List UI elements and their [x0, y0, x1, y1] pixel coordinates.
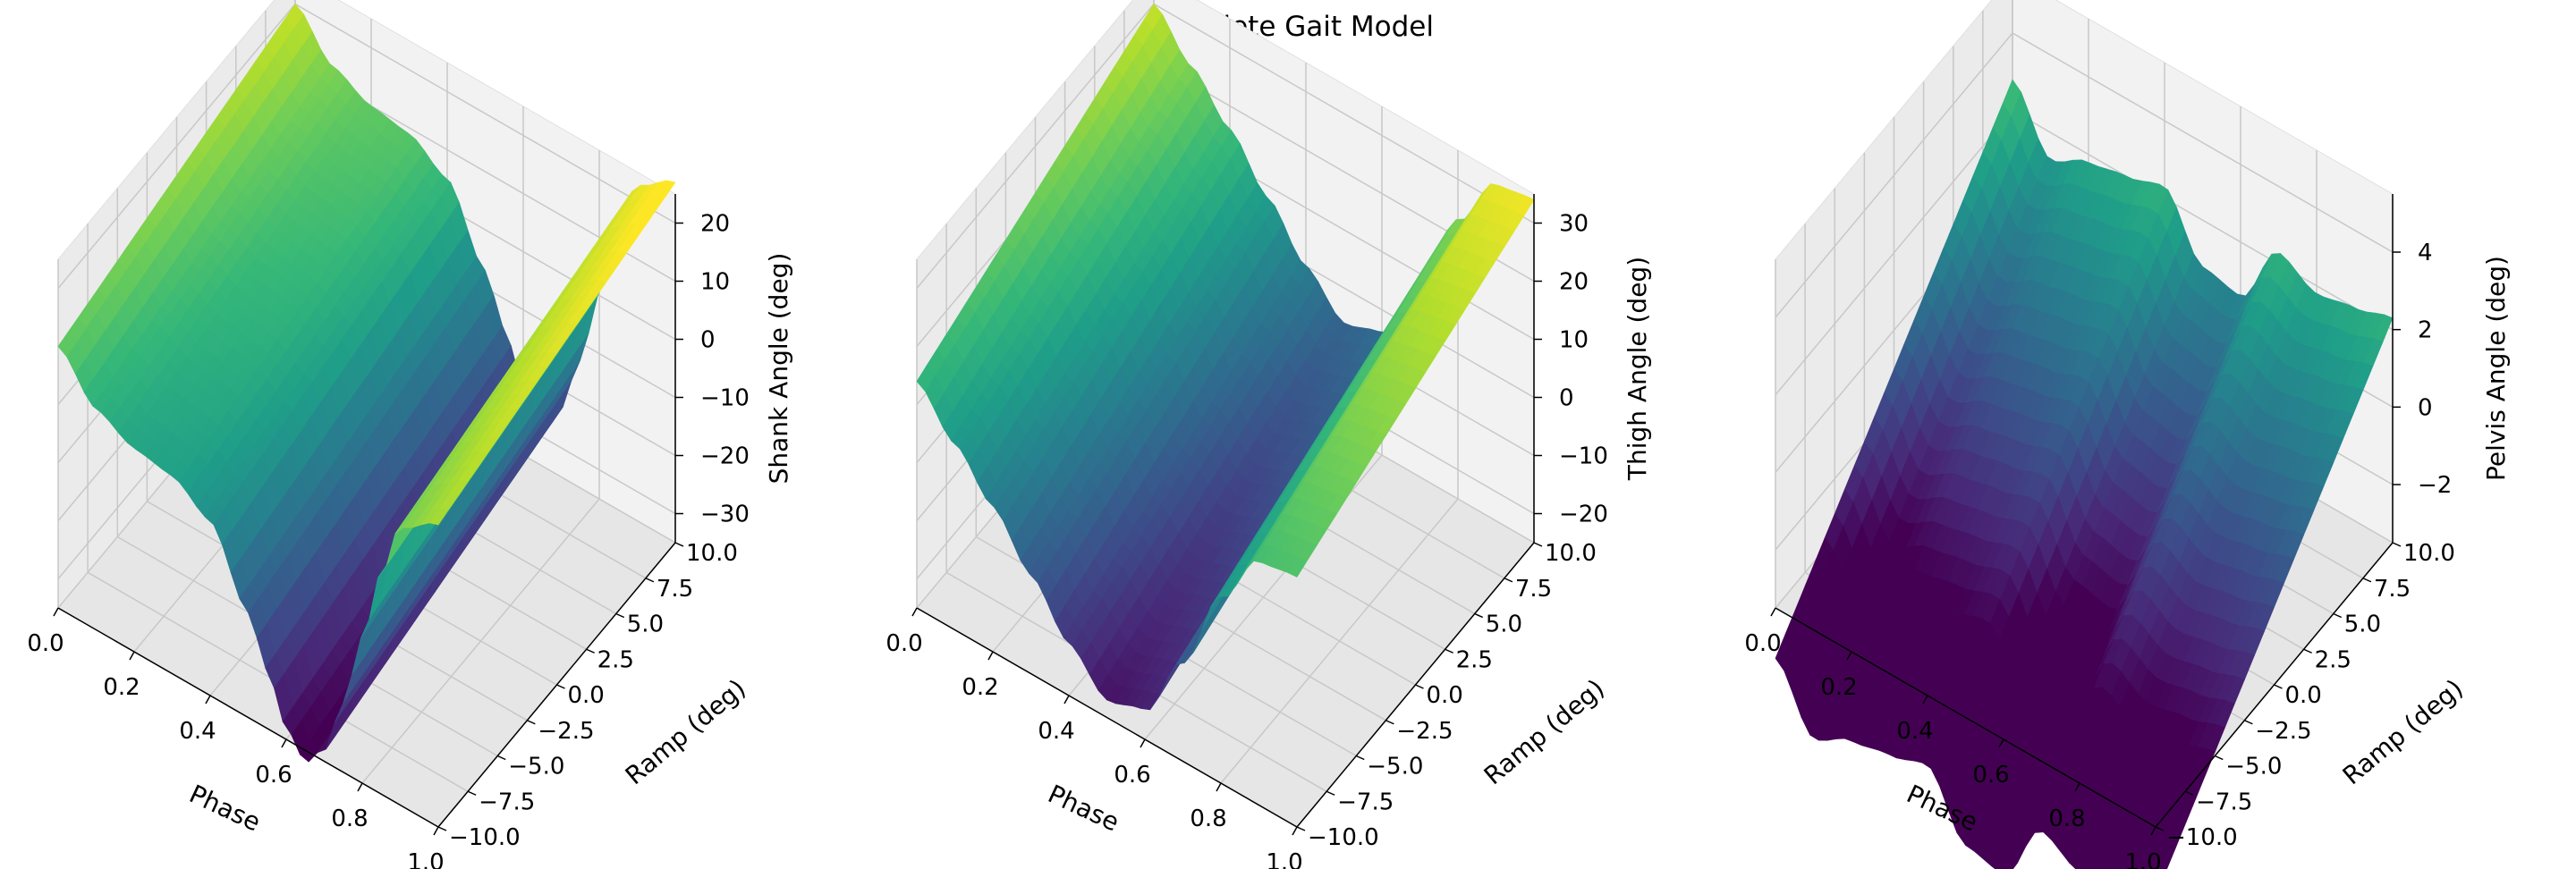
- y-tick-label: 0.0: [2285, 682, 2322, 709]
- x-tick-label: 0.6: [255, 762, 292, 789]
- y-tick-label: −5.0: [1367, 754, 1423, 780]
- x-tick-label: 0.8: [2048, 806, 2085, 832]
- z-tick-label: −10: [700, 385, 750, 412]
- z-tick-label: −2: [2418, 472, 2452, 499]
- z-axis-label: Pelvis Angle (deg): [2481, 256, 2511, 481]
- thigh-angle-surface-panel: 0.0 0.2 0.4 0.6 0.8 1.0 −10.0 −7.5 −5.0 −2.5 0.0 2.…: [859, 0, 1717, 869]
- surface-plot-2: 0.0 0.2 0.4 0.6 0.8 1.0−10.0 −7.5 −5.0 −2.5 0.0 2.…: [1744, 0, 2511, 869]
- x-tick-label: 0.0: [27, 630, 64, 657]
- y-tick-label: 5.0: [1486, 612, 1522, 638]
- y-tick-label: 10.0: [2403, 540, 2455, 567]
- x-tick-label: 0.2: [962, 674, 998, 701]
- y-tick-label: −7.5: [1337, 789, 1394, 815]
- z-tick-label: 2: [2418, 317, 2433, 344]
- shank-angle-surface-panel: 0.0 0.2 0.4 0.6 0.8 1.0 −10.0 −7.5 −5.0 −2.5 0.0 2.…: [0, 0, 859, 869]
- surface-mesh: [1775, 79, 2394, 869]
- x-tick-label: 0.2: [1820, 674, 1857, 701]
- y-tick-label: 5.0: [2344, 612, 2381, 638]
- y-tick-label: 5.0: [627, 612, 664, 638]
- y-tick-label: 2.5: [597, 646, 634, 673]
- y-tick-label: −5.0: [508, 754, 564, 780]
- y-tick-label: 7.5: [2374, 576, 2411, 603]
- z-tick-label: −10: [1559, 443, 1608, 470]
- x-tick-label: 0.8: [331, 806, 368, 832]
- x-axis-label: Phase: [1044, 779, 1124, 837]
- x-tick-label: 1.0: [1266, 849, 1302, 869]
- pelvis-angle-surface-panel: 0.0 0.2 0.4 0.6 0.8 1.0 −10.0 −7.5 −5.0 −2.5 0.0 2.…: [1717, 0, 2576, 869]
- x-axis-label: Phase: [185, 779, 266, 837]
- z-tick-label: −20: [1559, 502, 1608, 528]
- y-tick-label: −10.0: [1308, 824, 1379, 851]
- y-tick-label: −5.0: [2225, 754, 2282, 780]
- surface-mesh: [57, 4, 676, 763]
- x-tick-label: 0.4: [179, 718, 216, 745]
- x-tick-label: 0.2: [103, 674, 140, 701]
- x-tick-label: 1.0: [2124, 849, 2161, 869]
- y-tick-label: 7.5: [657, 576, 693, 603]
- x-tick-label: 1.0: [407, 849, 444, 869]
- x-tick-label: 0.0: [1744, 630, 1781, 657]
- surface-plot-0: 0.0 0.2 0.4 0.6 0.8 1.0−10.0 −7.5 −5.0 −2.5 0.0 2.…: [27, 0, 793, 869]
- y-tick-label: 10.0: [686, 540, 738, 567]
- z-tick-label: 10: [1559, 327, 1589, 354]
- x-tick-label: 0.4: [1896, 718, 1933, 745]
- z-tick-label: 30: [1559, 211, 1589, 238]
- x-tick-label: 0.6: [1972, 762, 2009, 789]
- surface-mesh: [916, 3, 1535, 711]
- z-tick-label: 0: [1559, 385, 1574, 412]
- z-tick-label: 20: [700, 211, 730, 238]
- y-tick-label: −2.5: [538, 718, 594, 745]
- z-axis-label: Thigh Angle (deg): [1623, 257, 1652, 481]
- y-tick-label: −2.5: [2255, 718, 2311, 745]
- y-tick-label: 7.5: [1515, 576, 1552, 603]
- y-tick-label: 10.0: [1545, 540, 1597, 567]
- y-tick-label: 0.0: [1427, 682, 1463, 709]
- z-tick-label: 4: [2418, 240, 2433, 266]
- x-tick-label: 0.6: [1114, 762, 1150, 789]
- z-axis-label: Shank Angle (deg): [764, 253, 793, 485]
- y-axis-label: Ramp (deg): [2337, 673, 2469, 790]
- z-tick-label: 20: [1559, 269, 1589, 296]
- y-tick-label: 2.5: [2315, 646, 2351, 673]
- y-tick-label: −2.5: [1396, 718, 1453, 745]
- x-tick-label: 0.8: [1190, 806, 1226, 832]
- y-tick-label: −7.5: [2196, 789, 2252, 815]
- surface-plot-1: 0.0 0.2 0.4 0.6 0.8 1.0 −10.0 −7.5 −5.0 −2.5 0.0 2.…: [886, 0, 1652, 869]
- x-tick-label: 0.0: [886, 630, 922, 657]
- x-tick-label: 0.4: [1038, 718, 1074, 745]
- y-tick-label: 0.0: [568, 682, 605, 709]
- y-axis-label: Ramp (deg): [1479, 673, 1610, 790]
- y-axis-label: Ramp (deg): [620, 673, 751, 790]
- y-tick-label: −10.0: [449, 824, 521, 851]
- z-tick-label: −20: [700, 443, 750, 470]
- y-tick-label: −7.5: [479, 789, 535, 815]
- z-tick-label: 10: [700, 269, 730, 296]
- z-tick-label: 0: [700, 327, 716, 354]
- z-tick-label: −30: [700, 502, 750, 528]
- z-tick-label: 0: [2418, 394, 2433, 421]
- y-tick-label: 2.5: [1456, 646, 1493, 673]
- y-tick-label: −10.0: [2166, 824, 2238, 851]
